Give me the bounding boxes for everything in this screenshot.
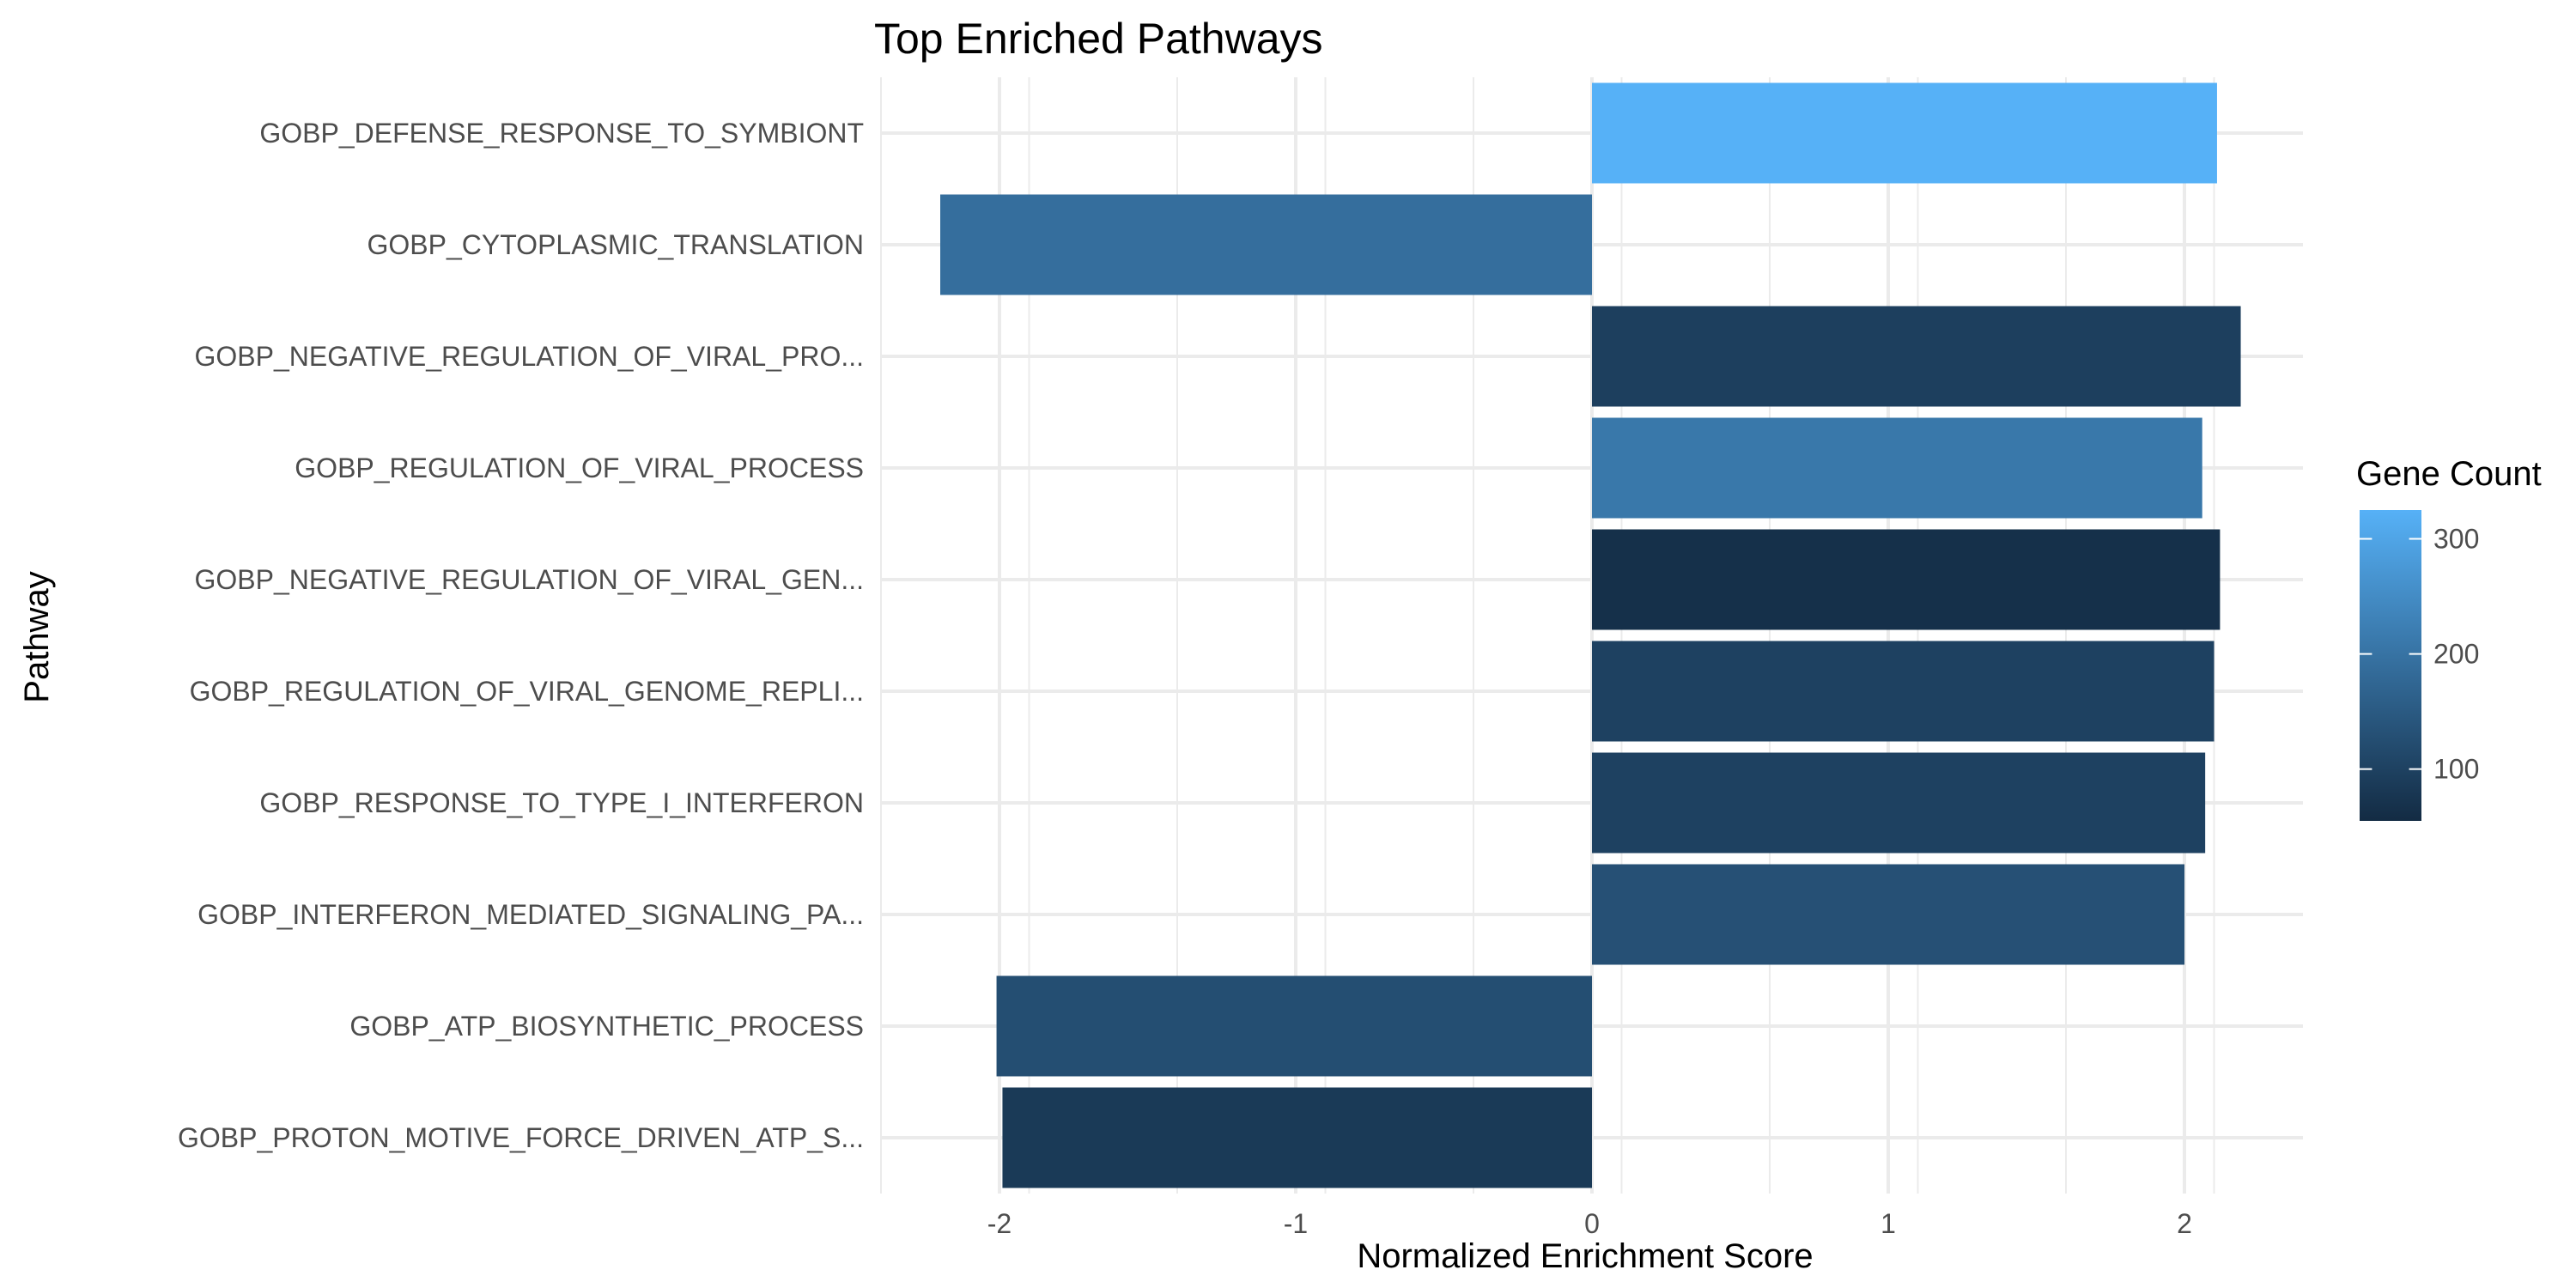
bar xyxy=(940,194,1592,295)
y-tick-label: GOBP_DEFENSE_RESPONSE_TO_SYMBIONT xyxy=(259,118,864,149)
color-legend: Gene Count 100 200 300 xyxy=(2356,455,2542,821)
bar-layer xyxy=(940,82,2241,1188)
bar xyxy=(1592,306,2241,407)
bar xyxy=(1592,417,2202,519)
x-tick-label: 0 xyxy=(1584,1208,1600,1239)
legend-tick-label: 100 xyxy=(2433,754,2479,785)
y-tick-label: GOBP_INTERFERON_MEDIATED_SIGNALING_PA... xyxy=(197,899,864,930)
x-tick-label: -2 xyxy=(987,1208,1012,1239)
bar xyxy=(996,975,1592,1077)
y-tick-label: GOBP_PROTON_MOTIVE_FORCE_DRIVEN_ATP_S... xyxy=(178,1122,864,1153)
y-tick-label: GOBP_REGULATION_OF_VIRAL_PROCESS xyxy=(295,453,864,483)
chart-title: Top Enriched Pathways xyxy=(874,15,1323,63)
legend-tick-label: 200 xyxy=(2433,639,2479,670)
legend-color-bar xyxy=(2360,510,2421,821)
bar xyxy=(1592,82,2217,184)
y-tick-label: GOBP_REGULATION_OF_VIRAL_GENOME_REPLI... xyxy=(190,676,864,707)
bar xyxy=(1002,1087,1592,1188)
legend-tick-label: 300 xyxy=(2433,524,2479,555)
x-tick-label: -1 xyxy=(1284,1208,1308,1239)
y-tick-label: GOBP_RESPONSE_TO_TYPE_I_INTERFERON xyxy=(259,787,864,818)
y-tick-label: GOBP_ATP_BIOSYNTHETIC_PROCESS xyxy=(349,1011,864,1042)
y-tick-label: GOBP_NEGATIVE_REGULATION_OF_VIRAL_PRO... xyxy=(195,341,864,372)
y-tick-label: GOBP_NEGATIVE_REGULATION_OF_VIRAL_GEN... xyxy=(195,564,864,595)
x-tick-label: 2 xyxy=(2177,1208,2192,1239)
y-tick-label: GOBP_CYTOPLASMIC_TRANSLATION xyxy=(367,229,864,260)
bar xyxy=(1592,752,2206,854)
bar xyxy=(1592,864,2184,965)
x-tick-labels: -2 -1 0 1 2 xyxy=(987,1208,2192,1239)
x-tick-label: 1 xyxy=(1880,1208,1896,1239)
bar xyxy=(1592,529,2221,630)
y-axis-title: Pathway xyxy=(18,571,56,702)
y-tick-labels: GOBP_DEFENSE_RESPONSE_TO_SYMBIONT GOBP_CY… xyxy=(178,118,864,1153)
legend-title: Gene Count xyxy=(2356,455,2542,493)
legend-ticks: 100 200 300 xyxy=(2360,524,2479,785)
bar xyxy=(1592,641,2215,742)
x-axis-title: Normalized Enrichment Score xyxy=(1357,1237,1813,1275)
